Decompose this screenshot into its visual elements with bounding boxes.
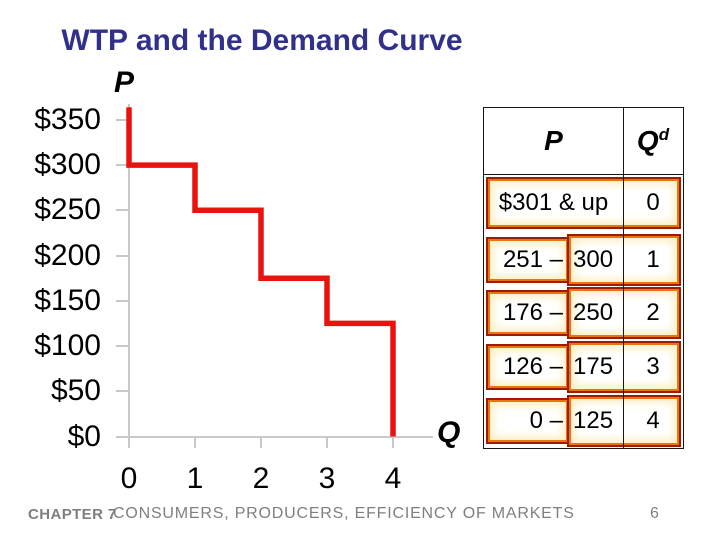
y-tick-label: $150: [34, 283, 101, 317]
highlight-box-right: [567, 234, 681, 286]
x-tick-label: 0: [120, 462, 138, 495]
highlight-box-right: [567, 341, 681, 393]
highlight-box: [486, 177, 681, 229]
table-row: 126 – 175 3: [484, 341, 683, 393]
table-row: 0 – 125 4: [484, 395, 683, 447]
x-tick-label: 3: [318, 462, 336, 495]
table-column-divider: [623, 108, 624, 448]
x-tick-mark: [260, 437, 262, 448]
qd-value: 2: [646, 299, 660, 326]
y-tick-mark: [116, 254, 129, 257]
qd-value: 0: [646, 189, 660, 216]
x-tick-mark: [194, 437, 196, 448]
x-tick-mark: [326, 437, 328, 448]
footer-course-title: CONSUMERS, PRODUCERS, EFFICIENCY OF MARK…: [113, 505, 575, 522]
slide-title: WTP and the Demand Curve: [61, 24, 463, 57]
highlight-box-left: [486, 237, 570, 283]
price-range-high: 300: [573, 246, 614, 273]
y-tick-label: $250: [34, 193, 101, 227]
y-tick-mark: [116, 390, 129, 393]
table-header-p: P: [544, 125, 563, 156]
highlight-box-right: [567, 395, 681, 447]
price-range-high: 250: [573, 299, 614, 326]
highlight-box-left: [486, 290, 570, 336]
y-tick-mark: [116, 299, 129, 302]
y-tick-mark: [116, 164, 129, 167]
y-tick-mark: [116, 435, 129, 438]
y-tick-label: $350: [34, 102, 101, 136]
price-range-low: 126 –: [502, 353, 563, 380]
table-row: $301 & up 0: [484, 177, 683, 229]
page-number: 6: [650, 505, 659, 522]
y-tick-label: $0: [67, 419, 101, 453]
footer-chapter: CHAPTER 7: [28, 506, 117, 523]
x-tick-label: 1: [186, 462, 204, 495]
q-axis-label: Q: [437, 416, 461, 449]
price-range-high: 125: [573, 407, 614, 434]
table-row: 176 – 250 2: [484, 287, 683, 339]
y-tick-mark: [116, 345, 129, 348]
demand-curve-line: [126, 107, 396, 437]
highlight-box-left: [486, 398, 570, 444]
y-tick-mark: [116, 209, 129, 212]
y-tick-label: $300: [34, 148, 101, 182]
y-axis: [128, 104, 130, 438]
price-range-low: 251 –: [502, 246, 563, 273]
table-body: $301 & up 0 251 – 300 1 176 – 250 2 1: [484, 174, 683, 448]
qd-value: 4: [646, 407, 660, 434]
x-tick-label: 2: [252, 462, 270, 495]
price-range-high: 175: [573, 353, 614, 380]
price-range-low: 176 –: [502, 299, 563, 326]
demand-curve: [126, 107, 396, 437]
table-row: 251 – 300 1: [484, 234, 683, 286]
price-range-low: 0 –: [529, 407, 563, 434]
qd-value: 3: [646, 353, 660, 380]
y-tick-mark: [116, 118, 129, 121]
p-axis-label: P: [114, 66, 135, 99]
y-tick-label: $200: [34, 238, 101, 272]
price-range: $301 & up: [498, 189, 609, 216]
qd-value: 1: [646, 246, 660, 273]
qd-letter: Q: [636, 125, 659, 156]
highlight-box-right: [567, 287, 681, 339]
x-tick-mark: [392, 437, 394, 448]
x-tick-mark: [128, 437, 130, 448]
x-tick-label: 4: [384, 462, 402, 495]
y-tick-label: $50: [50, 374, 101, 408]
x-axis: [116, 436, 433, 438]
y-tick-label: $100: [34, 329, 101, 363]
